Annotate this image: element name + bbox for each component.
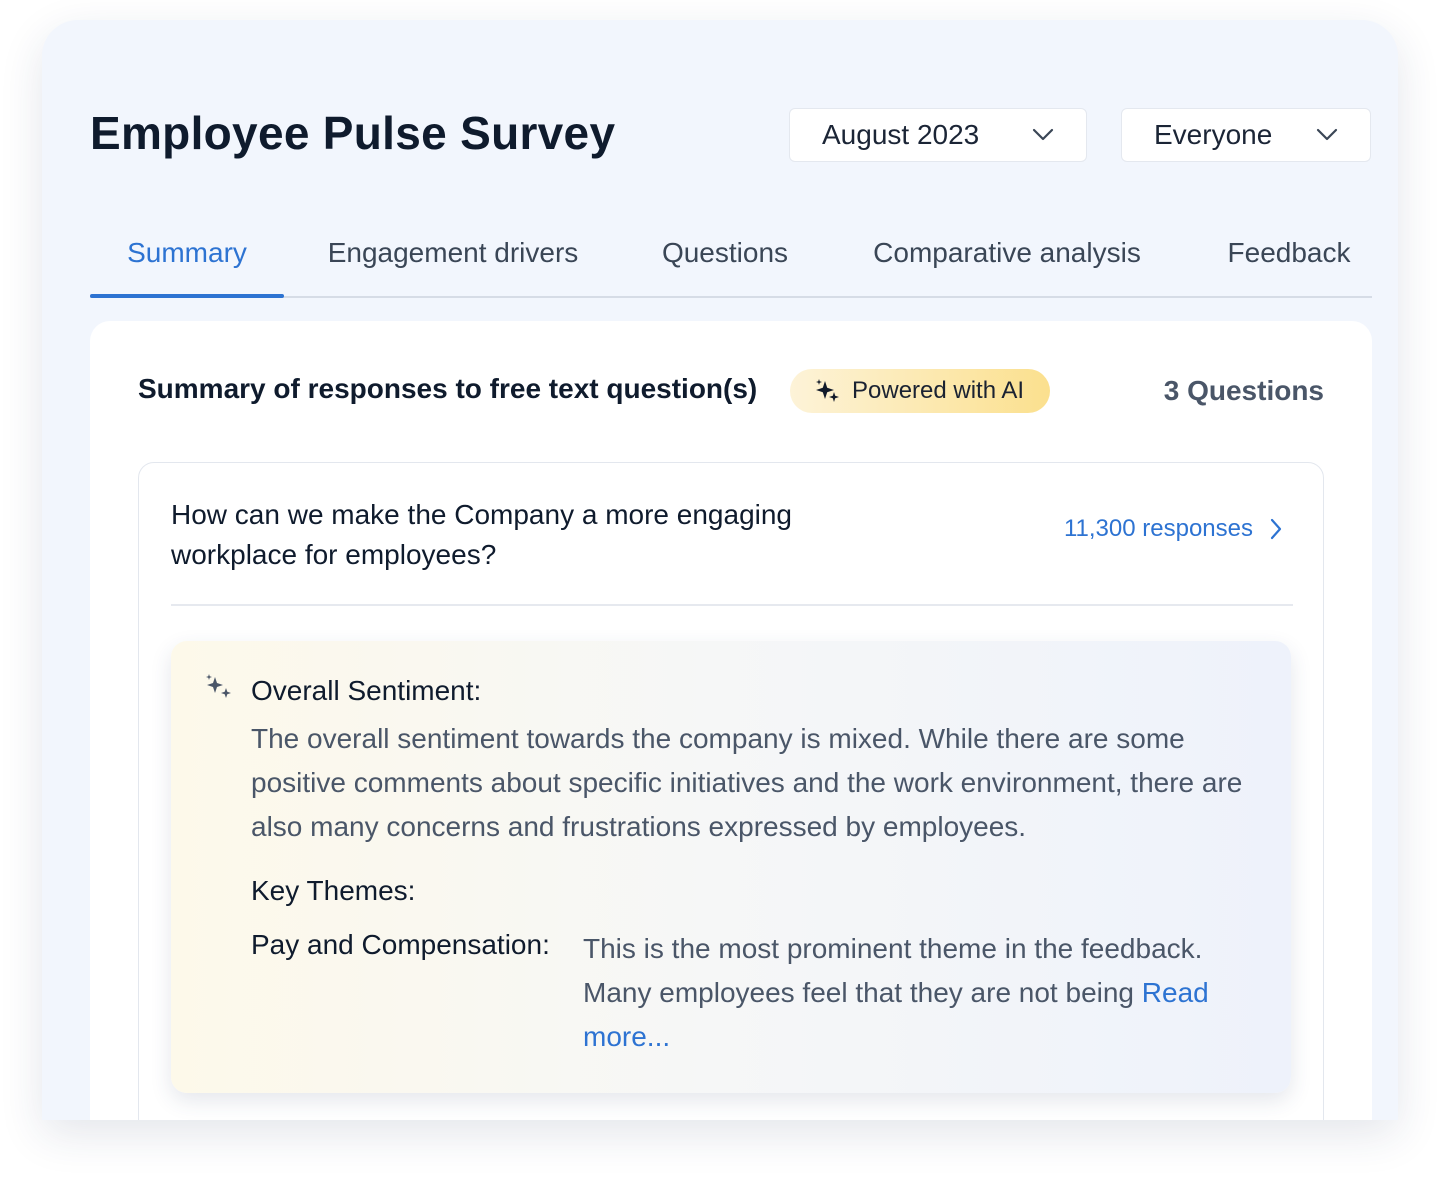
summary-card: Summary of responses to free text questi… bbox=[90, 321, 1372, 1120]
survey-panel: Employee Pulse Survey August 2023 Everyo… bbox=[42, 20, 1398, 1120]
audience-filter-value: Everyone bbox=[1154, 119, 1273, 150]
ai-badge-label: Powered with AI bbox=[852, 377, 1025, 404]
page-title: Employee Pulse Survey bbox=[90, 107, 616, 159]
ai-summary-content: Overall Sentiment: The overall sentiment… bbox=[251, 671, 1251, 1059]
tab-feedback[interactable]: Feedback bbox=[1227, 237, 1351, 268]
chevron-down-icon bbox=[1316, 128, 1338, 141]
sentiment-text: The overall sentiment towards the compan… bbox=[251, 723, 1243, 842]
tab-questions[interactable]: Questions bbox=[661, 237, 789, 268]
theme-description: This is the most prominent theme in the … bbox=[583, 927, 1251, 1059]
tab-engagement-drivers[interactable]: Engagement drivers bbox=[327, 237, 579, 268]
tab-summary[interactable]: Summary bbox=[90, 210, 284, 298]
theme-text: This is the most prominent theme in the … bbox=[583, 933, 1203, 1008]
question-text: How can we make the Company a more engag… bbox=[171, 499, 793, 570]
sparkle-icon bbox=[816, 379, 839, 402]
chevron-right-icon bbox=[1270, 518, 1282, 540]
month-filter-value: August 2023 bbox=[822, 119, 980, 150]
question-count: 3 Questions bbox=[1163, 375, 1324, 406]
question-card: How can we make the Company a more engag… bbox=[138, 462, 1324, 1120]
responses-link[interactable]: 11,300 responses bbox=[1064, 515, 1283, 543]
read-more-link[interactable]: Read more... bbox=[583, 977, 1209, 1052]
theme-name: Pay and Compensation: bbox=[251, 929, 550, 960]
sentiment-title: Overall Sentiment: bbox=[251, 675, 482, 706]
tab-bar: Summary Engagement drivers Questions Com… bbox=[90, 210, 1372, 298]
sparkle-icon bbox=[206, 674, 231, 698]
key-themes-title: Key Themes: bbox=[251, 875, 416, 906]
chevron-down-icon bbox=[1032, 128, 1054, 141]
tab-comparative-analysis[interactable]: Comparative analysis bbox=[873, 237, 1141, 268]
responses-count: 11,300 responses bbox=[1063, 515, 1253, 542]
theme-item: Pay and Compensation: This is the most p… bbox=[251, 925, 1251, 1059]
summary-card-heading: Summary of responses to free text questi… bbox=[138, 373, 758, 404]
ai-summary-panel: Overall Sentiment: The overall sentiment… bbox=[171, 641, 1291, 1093]
month-filter-dropdown[interactable]: August 2023 bbox=[789, 108, 1087, 162]
powered-with-ai-badge: Powered with AI bbox=[790, 369, 1051, 413]
audience-filter-dropdown[interactable]: Everyone bbox=[1121, 108, 1371, 162]
divider bbox=[171, 604, 1293, 606]
